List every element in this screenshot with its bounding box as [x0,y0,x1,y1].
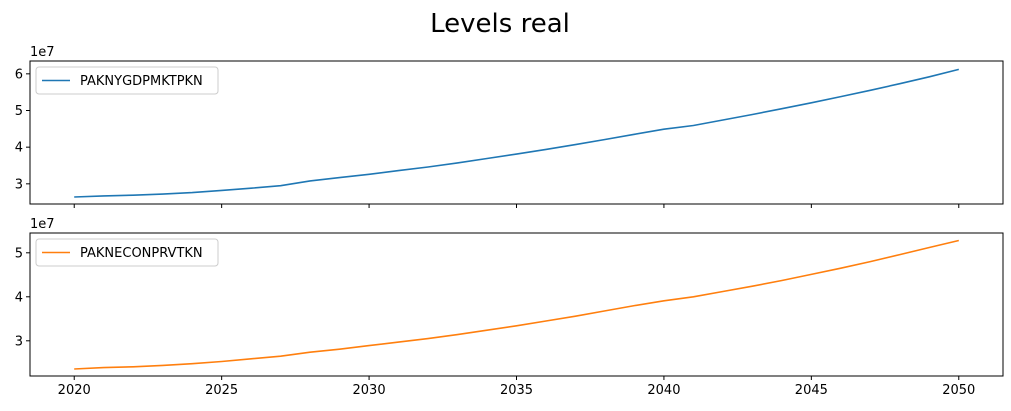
y-tick-label: 3 [15,177,23,192]
y-tick-label: 3 [15,334,23,349]
y-tick-label: 4 [15,290,23,305]
y-tick-label: 5 [15,246,23,261]
series-line [74,68,959,198]
x-tick-label: 2020 [58,383,91,398]
y-tick-label: 6 [15,67,23,82]
legend-box [35,66,219,95]
x-tick-label: 2040 [647,383,680,398]
legend-label: PAKNECONPRVTKN [80,246,203,261]
legend-label: PAKNYGDPMKTPKN [80,74,203,89]
y-tick-label: 4 [15,141,23,156]
y-offset-label: 1e7 [30,217,55,232]
x-tick-label: 2035 [500,383,533,398]
top-panel: 1e7 3 4 5 6 PAKNYGDPMKTPKN [15,45,1004,208]
x-tick-label: 2025 [205,383,238,398]
x-tick-label: 2050 [942,383,975,398]
y-offset-label: 1e7 [30,45,55,60]
figure-title: Levels real [430,9,570,39]
x-tick-label: 2030 [353,383,386,398]
y-tick-label: 5 [15,104,23,119]
legend-box [35,238,219,267]
x-tick-label: 2045 [795,383,828,398]
bottom-panel: 1e7 3 4 5 2020 2025 2030 2035 2040 2045 2050 PAKNEC… [15,217,1004,398]
series-line [74,239,959,370]
